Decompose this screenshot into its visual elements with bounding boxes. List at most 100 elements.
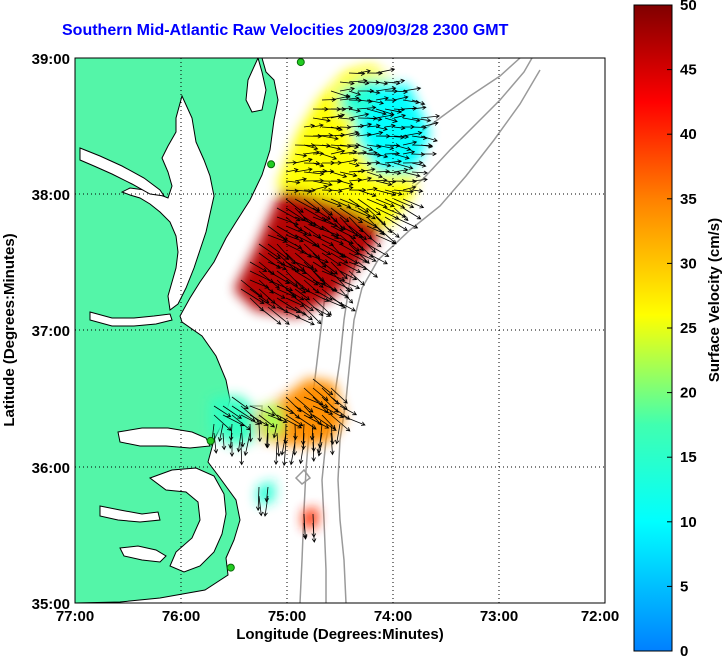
velocity-arrow — [357, 150, 378, 156]
colorbar-tick: 35 — [680, 191, 697, 208]
velocity-arrow — [294, 315, 315, 326]
velocity-arrow — [249, 405, 276, 417]
velocity-arrow — [357, 189, 377, 198]
velocity-arrow — [339, 279, 361, 290]
velocity-arrow — [330, 405, 351, 420]
velocity-arrow — [258, 306, 282, 325]
velocity-arrow — [213, 405, 232, 418]
velocity-arrow — [384, 123, 396, 129]
station-marker — [206, 436, 215, 445]
velocity-arrow — [375, 153, 389, 159]
velocity-arrow — [264, 486, 270, 503]
velocity-arrow — [312, 184, 329, 191]
james-river — [89, 311, 173, 327]
velocity-arrow — [285, 414, 304, 427]
velocity-arrow — [375, 234, 397, 245]
chesapeake-bay — [120, 94, 215, 311]
velocity-arrow — [366, 252, 388, 265]
colorbar-tick: 10 — [680, 514, 697, 531]
velocity-arrow — [303, 144, 319, 151]
velocity-arrow — [330, 207, 350, 223]
velocity-arrow — [339, 252, 359, 264]
pamlico-river — [99, 505, 161, 523]
velocity-arrow — [411, 177, 428, 183]
velocity-arrow — [393, 189, 414, 194]
velocity-arrow — [312, 168, 328, 174]
velocity-arrow — [294, 177, 308, 182]
velocity-arrow — [348, 252, 368, 263]
velocity-arrow — [303, 123, 316, 129]
velocity-arrow — [285, 234, 304, 243]
colorbar-tick: 5 — [680, 578, 688, 595]
velocity-arrow — [348, 177, 363, 183]
x-tick: 75:00 — [268, 608, 306, 625]
velocity-arrow — [357, 234, 376, 254]
velocity-arrow — [330, 297, 356, 312]
velocity-arrow — [384, 225, 400, 238]
velocity-arrow — [258, 279, 274, 294]
velocity-arrow — [357, 80, 370, 86]
velocity-arrow — [411, 152, 426, 157]
velocity-arrow — [393, 216, 419, 229]
velocity-arrow — [298, 441, 305, 465]
velocity-arrow — [375, 67, 396, 74]
velocity-arrow — [321, 405, 345, 418]
velocity-arrow — [348, 198, 369, 213]
velocity-arrow — [330, 94, 351, 101]
velocity-arrow — [255, 486, 261, 512]
velocity-arrow — [348, 270, 365, 286]
station-markers — [206, 58, 305, 572]
velocity-arrow — [303, 188, 316, 193]
velocity-arrow — [402, 179, 417, 184]
velocity-arrow — [229, 442, 235, 458]
velocity-arrow — [303, 306, 322, 325]
velocity-arrow — [348, 90, 362, 96]
velocity-arrow — [330, 188, 343, 194]
y-tick: 35:00 — [32, 596, 70, 613]
x-tick: 73:00 — [480, 608, 518, 625]
velocity-arrow — [402, 185, 417, 191]
velocity-arrow — [257, 423, 262, 443]
velocity-arrow — [321, 135, 339, 141]
colorbar-tick: 25 — [680, 320, 697, 337]
velocity-arrow — [348, 162, 360, 167]
x-tick: 76:00 — [162, 608, 200, 625]
colorbar-ticks: 0 5 10 15 20 25 30 35 40 45 50 — [667, 0, 697, 659]
velocity-arrow — [411, 117, 432, 123]
velocity-arrow — [357, 122, 373, 128]
velocity-arrow — [265, 432, 270, 449]
velocity-arrow — [312, 378, 334, 396]
y-tick: 36:00 — [32, 460, 70, 477]
velocity-arrow — [312, 151, 325, 156]
velocity-arrow — [330, 432, 335, 456]
velocity-arrow — [330, 106, 347, 112]
velocity-arrow — [317, 441, 323, 457]
velocity-arrow — [348, 216, 364, 233]
velocity-arrow — [294, 288, 311, 301]
velocity-arrow — [411, 135, 428, 140]
colorbar-tick: 45 — [680, 62, 697, 79]
velocity-arrow — [420, 135, 438, 143]
velocity-arrow — [330, 126, 343, 132]
velocity-arrow — [294, 270, 319, 286]
velocity-arrow — [393, 167, 409, 173]
velocity-arrow — [303, 270, 324, 288]
velocity-arrow — [402, 86, 422, 92]
colorbar-tick: 30 — [680, 255, 697, 272]
velocity-arrow — [375, 162, 392, 168]
velocity-arrow — [330, 279, 354, 292]
velocity-arrow — [384, 117, 398, 123]
velocity-arrow — [330, 149, 346, 155]
velocity-arrow — [294, 225, 312, 237]
velocity-arrow — [330, 288, 350, 299]
velocity-arrow — [393, 78, 406, 84]
velocity-arrow — [339, 180, 354, 186]
velocity-arrow — [339, 86, 356, 92]
plot-frame — [74, 57, 606, 604]
velocity-arrow — [334, 423, 341, 445]
velocity-arrow — [321, 144, 342, 151]
velocity-arrow — [321, 414, 336, 430]
velocity-arrow — [348, 78, 368, 84]
velocity-arrow — [375, 144, 395, 151]
velocity-arrow — [420, 121, 439, 128]
